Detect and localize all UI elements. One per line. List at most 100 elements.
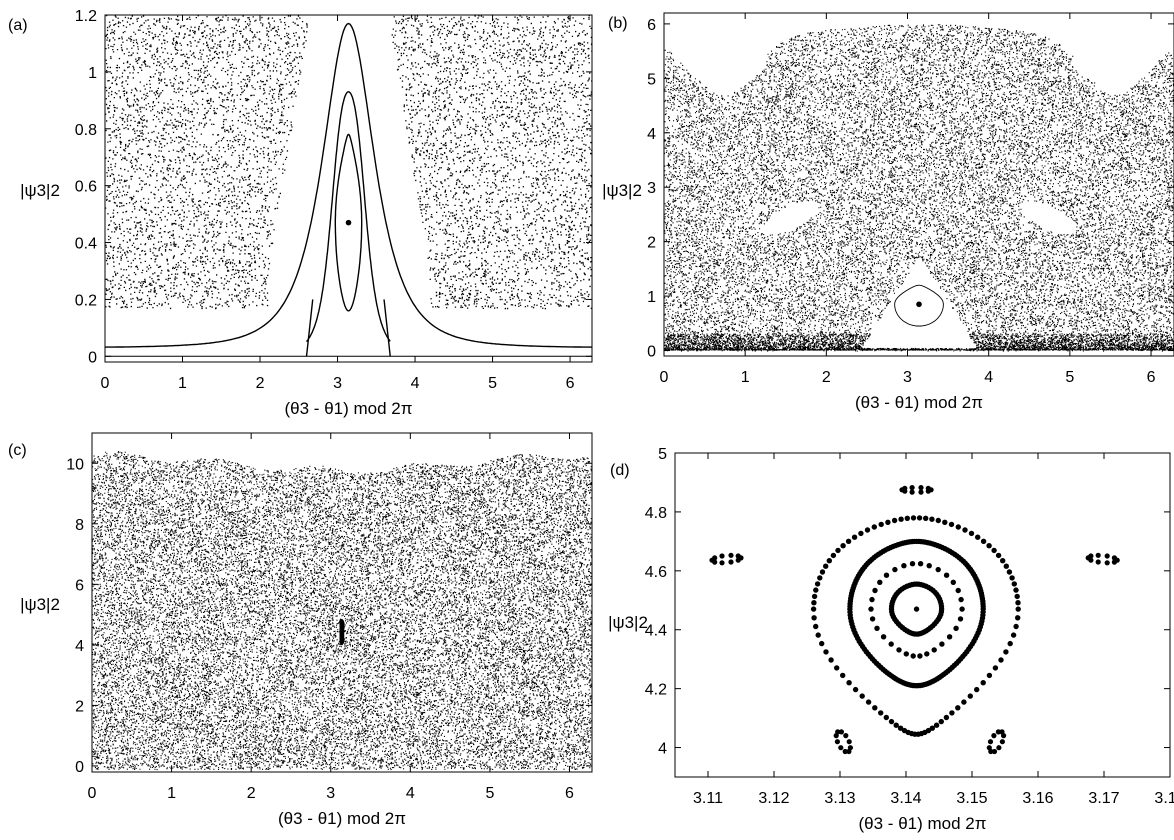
orbit-point bbox=[884, 715, 889, 720]
orbit-point bbox=[944, 573, 949, 578]
orbit-point bbox=[815, 581, 820, 586]
orbit-point bbox=[1000, 558, 1005, 563]
y-tick-label: 1.2 bbox=[75, 8, 97, 25]
orbit-point bbox=[949, 522, 954, 527]
orbit-point bbox=[828, 657, 833, 662]
orbit-point bbox=[961, 699, 966, 704]
orbit-point bbox=[712, 560, 717, 565]
orbit-point bbox=[904, 651, 909, 656]
orbit-point bbox=[1016, 606, 1021, 611]
orbit-point bbox=[896, 647, 901, 652]
orbit-point bbox=[988, 739, 993, 744]
orbit-point bbox=[719, 560, 724, 565]
x-tick-label: 4 bbox=[411, 375, 420, 392]
y-tick-label: 4.2 bbox=[645, 682, 667, 699]
orbit-point bbox=[958, 597, 963, 602]
orbit-point bbox=[932, 647, 937, 652]
orbit-point bbox=[958, 616, 963, 621]
orbit-point bbox=[852, 535, 857, 540]
y-tick-label: 2 bbox=[647, 235, 656, 252]
y-tick-label: 4 bbox=[75, 638, 84, 655]
y-tick-label: 0.2 bbox=[75, 292, 97, 309]
orbit-point bbox=[894, 723, 899, 728]
invariant-curve-middle bbox=[307, 92, 391, 342]
orbit-point bbox=[892, 567, 897, 572]
orbit-point bbox=[926, 489, 931, 494]
orbit-point bbox=[846, 539, 851, 544]
y-tick-label: 4 bbox=[647, 126, 656, 143]
y-tick-label: 2 bbox=[75, 698, 84, 715]
y-axis-label: |ψ3|2 bbox=[602, 181, 642, 200]
orbit-point bbox=[866, 699, 871, 704]
x-tick-label: 3.16 bbox=[1022, 790, 1053, 807]
orbit-point bbox=[811, 615, 816, 620]
x-tick-label: 4 bbox=[406, 785, 415, 802]
orbit-1 bbox=[811, 515, 1021, 737]
orbit-point bbox=[865, 527, 870, 532]
panel-label: (a) bbox=[8, 17, 28, 34]
orbit-point bbox=[927, 563, 932, 568]
orbit-point bbox=[817, 575, 822, 580]
satellite-chain bbox=[709, 553, 743, 566]
orbit-point bbox=[834, 665, 839, 670]
orbit-point bbox=[917, 653, 922, 658]
x-tick-label: 3.18 bbox=[1154, 790, 1174, 807]
orbit-point bbox=[843, 733, 848, 738]
x-tick-label: 6 bbox=[566, 375, 575, 392]
orbit-point bbox=[923, 516, 928, 521]
y-axis-label: |ψ3|2 bbox=[20, 181, 60, 200]
y-tick-label: 0.8 bbox=[75, 122, 97, 139]
panel-d: 3.113.123.133.143.153.163.173.1844.24.44… bbox=[608, 446, 1174, 833]
satellite-chain bbox=[834, 729, 853, 754]
chaotic-sea-dots bbox=[105, 15, 593, 309]
orbit-point bbox=[878, 710, 883, 715]
orbit-point bbox=[1011, 632, 1016, 637]
y-tick-label: 6 bbox=[75, 577, 84, 594]
orbit-point bbox=[917, 515, 922, 520]
orbit-point bbox=[996, 553, 1001, 558]
orbit-point bbox=[944, 715, 949, 720]
orbit-point bbox=[981, 680, 986, 685]
satellite-chain bbox=[987, 729, 1007, 754]
plot-area bbox=[105, 15, 593, 356]
invariant-curve-side bbox=[384, 299, 390, 356]
y-tick-label: 4.8 bbox=[645, 505, 667, 522]
orbit-point bbox=[969, 531, 974, 536]
orbit-point bbox=[947, 634, 952, 639]
orbit-point bbox=[1013, 624, 1018, 629]
plot-area bbox=[709, 485, 1119, 754]
orbit-point bbox=[813, 587, 818, 592]
fixed-point bbox=[346, 220, 352, 226]
panel-label: (b) bbox=[608, 15, 628, 32]
x-axis-label: (θ3 - θ1) mod 2π bbox=[859, 814, 987, 833]
orbit-point bbox=[910, 490, 915, 495]
y-tick-label: 0 bbox=[75, 759, 84, 776]
satellite-chain bbox=[1086, 553, 1120, 566]
orbit-point bbox=[953, 626, 958, 631]
orbit-point bbox=[1008, 641, 1013, 646]
orbit-point bbox=[1012, 581, 1017, 586]
x-tick-label: 3.11 bbox=[693, 790, 723, 807]
x-tick-label: 3.15 bbox=[956, 790, 987, 807]
y-tick-label: 1 bbox=[647, 289, 656, 306]
orbit-point bbox=[835, 548, 840, 553]
x-tick-label: 3.12 bbox=[758, 790, 789, 807]
orbit-point bbox=[1015, 594, 1020, 599]
y-tick-label: 0.6 bbox=[75, 179, 97, 196]
orbit-point bbox=[1000, 739, 1005, 744]
plot-frame bbox=[105, 15, 592, 362]
invariant-curve-side bbox=[307, 299, 313, 356]
orbit-point bbox=[929, 517, 934, 522]
orbit-point bbox=[1105, 560, 1110, 565]
orbit-point bbox=[998, 657, 1003, 662]
orbit-point bbox=[996, 729, 1001, 734]
orbit-point bbox=[827, 558, 832, 563]
x-tick-label: 5 bbox=[485, 785, 494, 802]
panel-a: 0 1 2 3 4 5 600.20.40.60.811.2(a)(θ3 - θ1) mod… bbox=[8, 8, 593, 418]
chaotic-sea-dots bbox=[92, 451, 593, 770]
orbit-point bbox=[889, 641, 894, 646]
orbit-point bbox=[1007, 569, 1012, 574]
orbit-point bbox=[911, 515, 916, 520]
orbit-2 bbox=[847, 539, 986, 689]
y-tick-label: 0 bbox=[88, 349, 97, 366]
